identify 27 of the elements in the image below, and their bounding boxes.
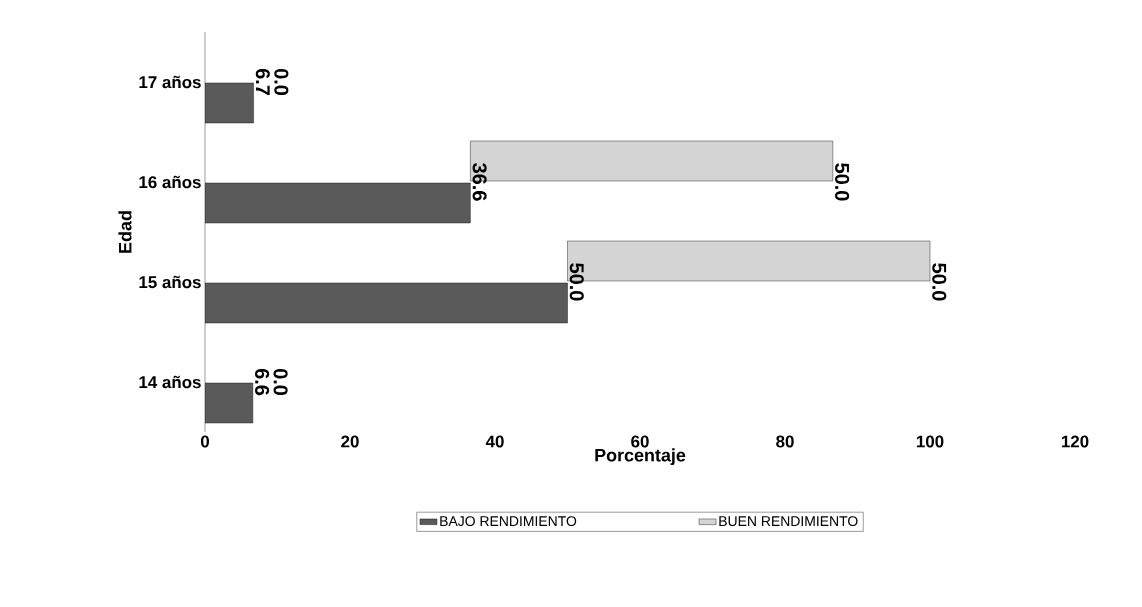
- x-tick-label: 40: [485, 435, 504, 448]
- data-label: 6.7: [255, 68, 270, 95]
- x-tick-label: 80: [776, 435, 794, 448]
- y-tick-label: 15 años: [139, 275, 201, 289]
- legend-label: BAJO RENDIMIENTO: [440, 516, 577, 527]
- y-tick-label: 16 años: [139, 175, 201, 189]
- bar: [205, 82, 254, 124]
- x-axis-title: Porcentaje: [595, 448, 686, 466]
- bar: [205, 182, 471, 224]
- y-axis-title: Edad: [118, 211, 132, 253]
- x-tick-label: 0: [200, 435, 210, 448]
- data-label: 50.0: [569, 263, 584, 301]
- data-label: 0.0: [273, 368, 288, 396]
- y-tick-label: 17 años: [139, 75, 201, 89]
- data-label: 0.0: [274, 68, 289, 96]
- bar: [205, 382, 254, 424]
- legend-label: BUEN RENDIMIENTO: [719, 516, 858, 527]
- data-label: 50.0: [835, 163, 850, 201]
- y-tick-label: 14 años: [139, 375, 201, 389]
- data-label: 50.0: [932, 263, 947, 301]
- x-tick-label: 100: [916, 435, 944, 448]
- x-tick-label: 20: [341, 435, 359, 448]
- bar: [205, 282, 568, 324]
- x-tick-label: 120: [1061, 435, 1089, 448]
- data-label: 6.6: [255, 368, 270, 396]
- x-tick-label: 60: [631, 435, 649, 448]
- data-label: 36.6: [472, 163, 487, 201]
